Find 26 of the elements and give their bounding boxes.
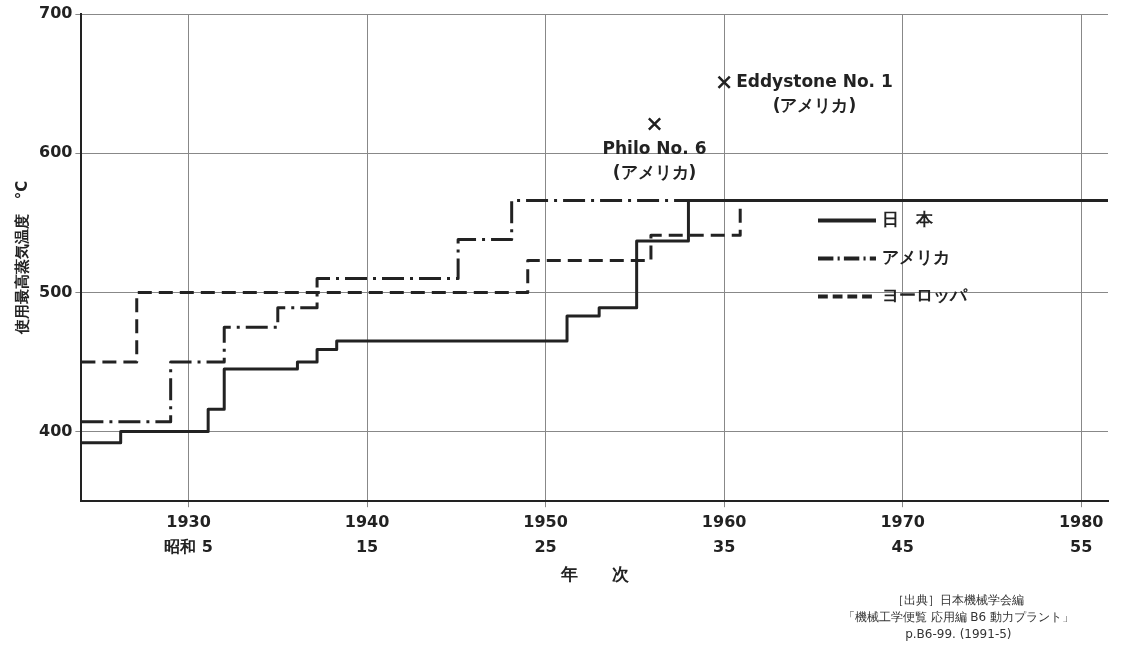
- x2-tick-label: 15: [355, 537, 379, 557]
- y-tick-label: 500: [38, 281, 73, 301]
- y-tick-label: 400: [38, 420, 73, 440]
- x-tick-label: 1930: [166, 511, 211, 531]
- y-tick-label: 700: [38, 3, 73, 23]
- legend-label: ヨーロッパ: [882, 285, 968, 306]
- x-axis-title: 年 次: [559, 564, 630, 585]
- x-tick-label: 1950: [523, 511, 568, 531]
- legend-label: 日 本: [882, 209, 934, 230]
- legend-label: アメリカ: [882, 247, 950, 268]
- x2-tick-label: 55: [1070, 537, 1093, 557]
- text: 「機械工学便覧 応用編 B6 動力プラント」: [842, 610, 1074, 624]
- x-tick-label: 1980: [1058, 511, 1104, 531]
- y-axis-title: 使用最高蒸気温度 °C: [12, 180, 31, 336]
- annotation: Philo No. 6 (アメリカ): [602, 138, 707, 183]
- x-tick-label: 1970: [880, 511, 925, 531]
- x-tick-label: 1960: [701, 511, 747, 531]
- x2-tick-label: 35: [713, 537, 736, 557]
- x2-tick-label: 25: [534, 537, 557, 557]
- x2-tick-label: 45: [891, 537, 914, 557]
- y-tick-label: 600: [38, 142, 73, 162]
- x2-tick-label: 昭和 5: [164, 537, 213, 557]
- annotation: Eddystone No. 1 (アメリカ): [736, 70, 893, 115]
- x-tick-label: 1940: [344, 511, 390, 531]
- text: p.B6-99. (1991-5): [905, 627, 1012, 641]
- text: ［出典］日本機械学会編: [892, 593, 1025, 607]
